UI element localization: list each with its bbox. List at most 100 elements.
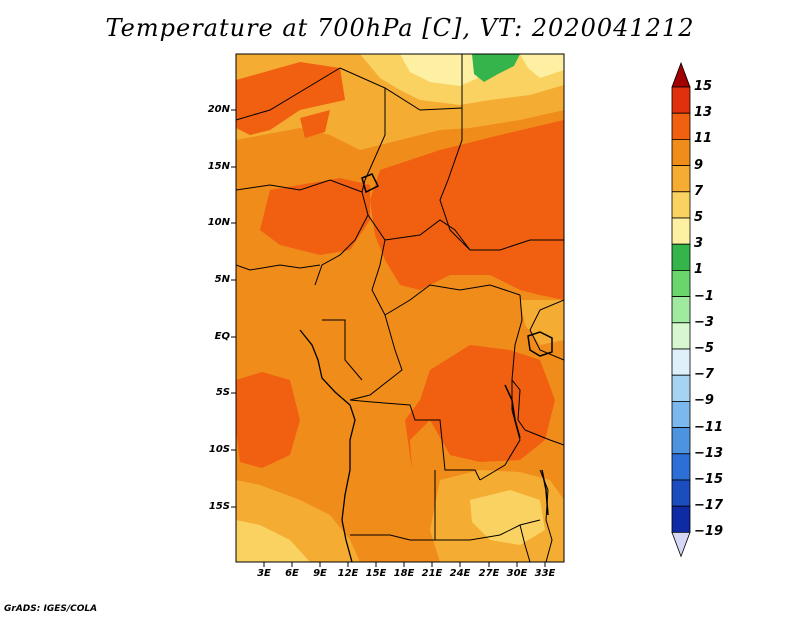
colorbar-label: −9 <box>694 393 714 409</box>
field-region-southeast-cool <box>470 490 545 545</box>
border-chad-car <box>384 219 471 251</box>
lon-label-21e: 21E <box>421 568 443 579</box>
colorbar-segment <box>671 348 691 376</box>
colorbar-label: 5 <box>694 210 704 225</box>
border-angola-namibia <box>350 534 435 541</box>
lat-label-15s: 15S <box>208 501 230 512</box>
lon-label-30e: 30E <box>506 568 528 579</box>
field-region-south-cool-strip <box>236 520 310 562</box>
colorbar-segment <box>671 479 691 507</box>
colorbar-segment <box>671 112 691 140</box>
lon-label-33e: 33E <box>534 568 556 579</box>
colorbar-segment <box>671 243 691 271</box>
lat-label-10s: 10S <box>208 444 230 455</box>
field-region-warm-west <box>260 178 370 255</box>
colorbar-under-triangle <box>671 532 691 558</box>
colorbar-label: −5 <box>694 341 714 356</box>
colorbar-segment <box>671 322 691 350</box>
colorbar-segment <box>671 165 691 193</box>
border-tanzania <box>524 429 564 446</box>
colorbar-label: 1 <box>694 262 704 278</box>
colorbar-label: −3 <box>694 314 714 330</box>
map-title: Temperature at 700hPa [C], VT: 202004121… <box>105 14 695 42</box>
lat-label-5n: 5N <box>214 274 230 285</box>
lon-label-15e: 15E <box>365 568 387 579</box>
border-zambia-south <box>469 519 541 541</box>
field-region-north-cold <box>400 54 480 86</box>
colorbar-segment <box>671 86 691 114</box>
colorbar-label: 13 <box>694 105 713 121</box>
colorbar-segment <box>671 217 691 245</box>
lon-label-3e: 3E <box>257 568 271 579</box>
lon-label-6e: 6E <box>285 568 299 579</box>
field-region-east-mild <box>520 300 564 345</box>
lat-label-5s: 5S <box>215 387 230 398</box>
colorbar-segment <box>671 138 691 166</box>
border-west-coast <box>236 264 321 271</box>
colorbar-segment <box>671 427 691 455</box>
border-niger-nigeria <box>236 179 363 193</box>
colorbar-over-triangle <box>671 61 691 88</box>
field-region-warm-central <box>370 120 564 300</box>
lon-label-18e: 18E <box>393 568 415 579</box>
colorbar-segment <box>671 400 691 428</box>
border-drc-angola <box>349 399 481 481</box>
border-niger-chad <box>361 88 386 193</box>
colorbar-label: −1 <box>694 288 714 304</box>
lat-label-15n: 15N <box>207 161 230 172</box>
border-mozambique <box>519 524 531 562</box>
lon-label-24e: 24E <box>449 568 471 579</box>
field-region-north-cold-east <box>520 54 564 78</box>
border-cameroon-car <box>367 214 386 316</box>
colorbar-segment <box>671 505 691 533</box>
colorbar-label: 11 <box>694 131 713 147</box>
colorbar <box>671 61 691 558</box>
colorbar-label: 7 <box>694 183 704 199</box>
border-algeria-niger <box>236 67 341 121</box>
lat-label-10n: 10N <box>207 217 230 228</box>
field-region-warm-southwest-2 <box>252 388 280 412</box>
map-frame <box>235 53 565 563</box>
colorbar-label: −7 <box>694 367 714 383</box>
lon-label-27e: 27E <box>478 568 500 579</box>
border-car-drc <box>384 284 521 316</box>
colorbar-label: −11 <box>694 419 723 435</box>
colorbar-label: 15 <box>694 79 713 94</box>
colorbar-label: 3 <box>694 236 704 252</box>
axis-ticks <box>231 109 546 567</box>
lake-chad <box>361 173 380 194</box>
lon-label-9e: 9E <box>313 568 327 579</box>
colorbar-label: 9 <box>694 157 704 173</box>
lon-label-12e: 12E <box>337 568 359 579</box>
border-nigeria-cameroon <box>314 191 369 286</box>
border-sudan-south-sudan <box>470 239 564 251</box>
coastline <box>299 329 356 562</box>
lake-victoria <box>527 331 553 357</box>
field-region-warm-northwest-2 <box>300 110 330 138</box>
lake-malawi <box>541 469 549 516</box>
temperature-field <box>236 54 564 562</box>
border-east-lakes <box>511 379 526 431</box>
colorbar-label: −13 <box>694 445 723 461</box>
field-region-warm-nw <box>236 62 345 135</box>
colorbar-segment <box>671 296 691 324</box>
colorbar-segment <box>671 191 691 219</box>
border-libya-niger <box>339 54 463 111</box>
field-region-warm-south <box>405 345 555 470</box>
border-drc-uganda <box>511 294 523 410</box>
colorbar-label: −17 <box>694 498 723 514</box>
lake-tanganyika <box>504 384 521 439</box>
country-borders <box>236 54 564 562</box>
border-chad-sudan <box>439 108 471 251</box>
lat-label-eq: EQ <box>214 331 230 342</box>
colorbar-segment <box>671 453 691 481</box>
field-region-warm-southwest <box>236 372 300 468</box>
colorbar-label: −19 <box>694 524 723 540</box>
field-region-green <box>472 54 520 82</box>
credit-text: GrADS: IGES/COLA <box>4 604 98 614</box>
colorbar-label: −15 <box>694 472 723 487</box>
lat-label-20n: 20N <box>207 104 230 115</box>
colorbar-segment <box>671 269 691 297</box>
colorbar-segment <box>671 374 691 402</box>
